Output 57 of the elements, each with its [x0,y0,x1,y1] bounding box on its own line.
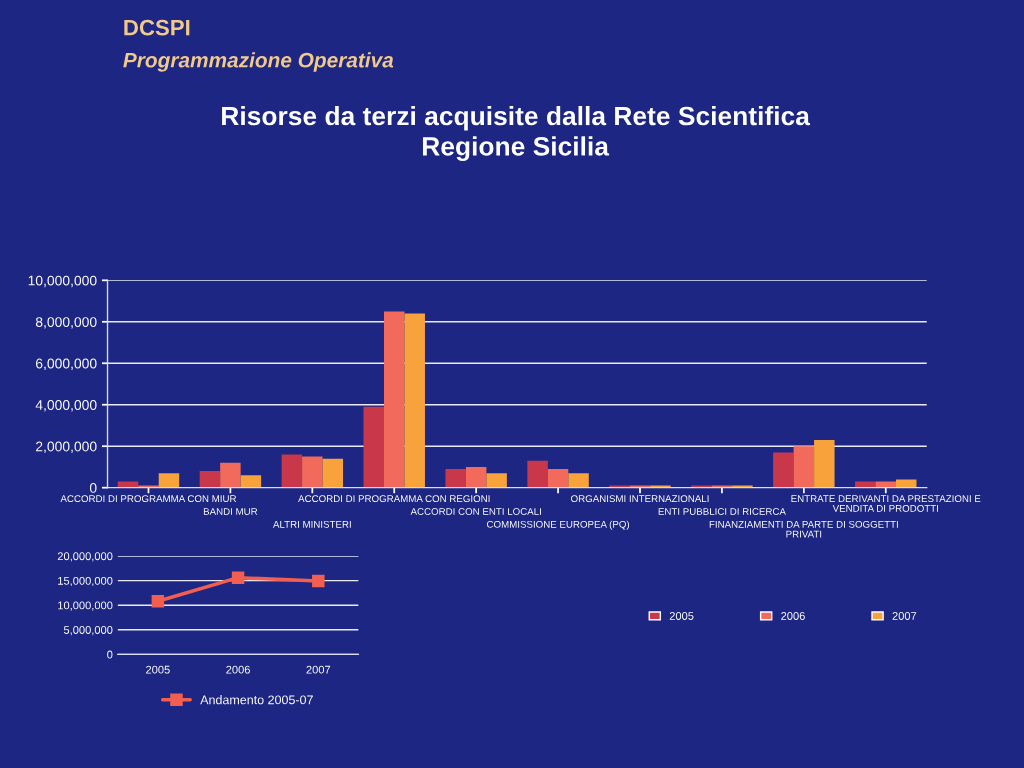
point [312,574,325,588]
x-tick-label: ENTI PUBBLICI DI RICERCA [658,508,786,515]
x-tick-label: 2006 [226,665,250,674]
bar [896,479,917,488]
y-tick-label: 20,000,000 [57,552,113,562]
legend-label: 2005 [669,612,694,620]
bar [281,454,303,488]
bar [404,313,425,488]
bar [547,469,569,488]
x-tick-label: FINANZIAMENTI DA PARTE DI SOGGETTI PRIVATI [709,520,898,538]
bar [465,466,487,488]
bar [875,481,896,488]
bar [117,481,139,488]
bar [220,462,241,488]
bar [302,456,323,488]
bar [445,469,466,488]
point [231,571,245,584]
y-tick-label: 2,000,000 [36,441,97,454]
y-tick-label: 10,000,000 [28,275,97,288]
bar [486,473,507,488]
y-tick-label: 0 [107,650,113,659]
x-tick-label: ENTRATE DERIVANTI DA PRESTAZIONI E VENDITA DI PRODOTTI [791,495,981,512]
bar [773,452,794,488]
y-tick-label: 10,000,000 [58,601,113,611]
bar [527,460,548,488]
y-tick-label: 15,000,000 [58,576,113,587]
legend-label: 2007 [892,612,917,620]
y-tick-label: 0 [89,483,97,493]
bar [240,475,262,488]
x-tick-label: ALTRI MINISTERI [273,520,351,528]
text: Programmazione Operativa [123,52,394,72]
legend-label: Andamento 2005-07 [200,695,313,705]
y-tick-label: 8,000,000 [35,317,97,329]
x-tick-label: 2007 [306,665,331,674]
y-tick-label: 4,000,000 [35,400,97,412]
y-tick-label: 6,000,000 [36,358,97,371]
chart-title: Risorse da terzi acquisite dalla Rete Scientifica Regione Sicilia [222,105,811,162]
bar [384,311,405,488]
x-tick-label: ACCORDI DI PROGRAMMA CON MIUR [60,495,237,503]
bar [158,473,180,488]
text: DCSPI [124,19,190,36]
x-tick-label: ORGANISMI INTERNAZIONALI [571,495,709,503]
point [151,595,165,608]
x-tick-label: 2005 [146,665,170,674]
bar [322,458,344,488]
x-tick-label: BANDI MUR [203,508,258,515]
bar [855,481,876,488]
bar [199,471,221,488]
legend-label: 2006 [781,612,805,620]
bar [793,446,815,488]
x-tick-label: ACCORDI DI PROGRAMMA CON REGIONI [298,495,490,503]
bar [363,406,384,488]
x-tick-label: COMMISSIONE EUROPEA (PQ) [487,520,630,530]
x-tick-label: ACCORDI CON ENTI LOCALI [410,508,541,515]
bar [814,439,835,488]
y-tick-label: 5,000,000 [63,626,113,636]
bar [568,473,589,488]
